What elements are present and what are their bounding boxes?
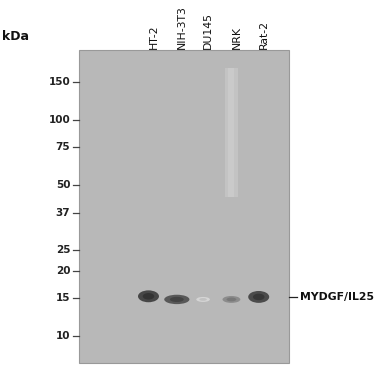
Bar xyxy=(79,50,289,363)
Text: HT-2: HT-2 xyxy=(148,24,159,49)
Text: kDa: kDa xyxy=(2,30,28,44)
Bar xyxy=(225,68,238,197)
Ellipse shape xyxy=(222,296,240,303)
Ellipse shape xyxy=(248,291,269,303)
Text: 20: 20 xyxy=(56,266,70,276)
Text: 50: 50 xyxy=(56,180,70,190)
Ellipse shape xyxy=(196,297,210,302)
Text: 15: 15 xyxy=(56,293,70,303)
Ellipse shape xyxy=(253,294,264,300)
Text: MYDGF/IL25: MYDGF/IL25 xyxy=(300,292,374,302)
Ellipse shape xyxy=(200,298,207,301)
Text: Rat-2: Rat-2 xyxy=(259,20,269,49)
Text: NIH-3T3: NIH-3T3 xyxy=(177,5,187,49)
Text: DU145: DU145 xyxy=(203,12,213,49)
Ellipse shape xyxy=(170,297,184,302)
Ellipse shape xyxy=(138,290,159,302)
Ellipse shape xyxy=(226,297,236,302)
Bar xyxy=(228,68,234,197)
Ellipse shape xyxy=(164,295,189,304)
Text: 25: 25 xyxy=(56,245,70,255)
Ellipse shape xyxy=(143,293,154,300)
Text: 75: 75 xyxy=(56,142,70,152)
Text: 100: 100 xyxy=(48,115,70,125)
Text: 37: 37 xyxy=(56,209,70,218)
Text: NRK: NRK xyxy=(231,26,242,49)
Text: 10: 10 xyxy=(56,331,70,341)
Text: 150: 150 xyxy=(48,77,70,87)
